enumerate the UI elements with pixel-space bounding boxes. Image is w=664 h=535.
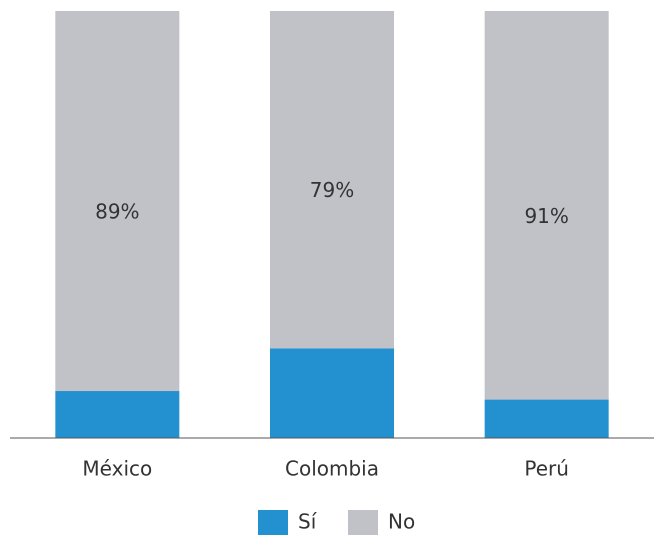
x-tick-label: Colombia: [285, 457, 379, 481]
value-label: 89%: [95, 200, 139, 224]
x-tick-label: Perú: [524, 457, 569, 481]
value-label: 91%: [524, 204, 568, 228]
bar-segment: [484, 399, 609, 438]
legend-swatch: [348, 510, 378, 535]
legend-swatch: [258, 510, 288, 535]
value-label: 79%: [310, 178, 354, 202]
bar-segment: [270, 348, 394, 438]
bar-segment: [270, 11, 394, 349]
bar-segment: [55, 391, 180, 438]
bar-segment: [484, 11, 609, 400]
legend-label: No: [388, 510, 415, 534]
legend-label: Sí: [298, 510, 318, 534]
x-tick-label: México: [82, 457, 152, 481]
bar-segment: [55, 11, 180, 392]
